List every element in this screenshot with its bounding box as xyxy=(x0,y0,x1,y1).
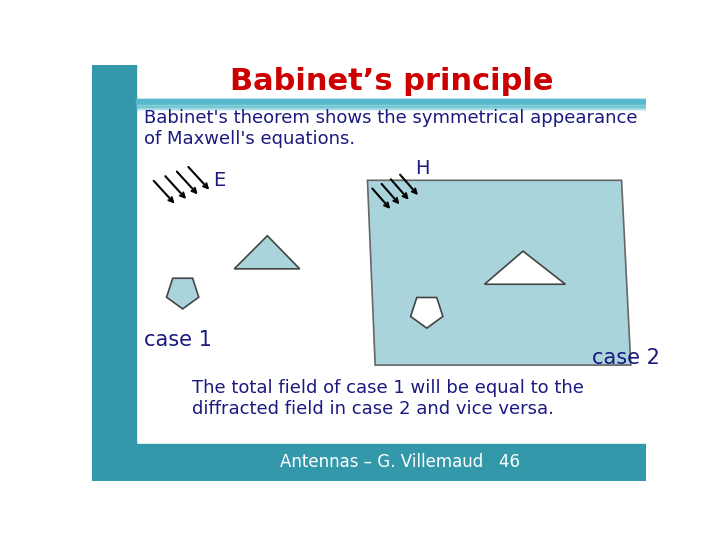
Text: Antennas – G. Villemaud   46: Antennas – G. Villemaud 46 xyxy=(280,453,520,471)
Bar xyxy=(137,102,647,103)
Bar xyxy=(137,103,647,104)
Polygon shape xyxy=(234,236,300,269)
Bar xyxy=(92,444,647,481)
Bar xyxy=(137,100,647,101)
Bar xyxy=(137,99,647,103)
Text: E: E xyxy=(212,171,225,190)
Bar xyxy=(137,108,647,109)
Text: Babinet’s principle: Babinet’s principle xyxy=(230,68,554,96)
Bar xyxy=(137,101,647,102)
Polygon shape xyxy=(367,180,631,365)
Text: case 2: case 2 xyxy=(593,348,660,368)
Text: The total field of case 1 will be equal to the
diffracted field in case 2 and vi: The total field of case 1 will be equal … xyxy=(192,379,584,418)
Bar xyxy=(137,99,647,100)
Bar xyxy=(137,109,647,110)
Bar xyxy=(92,65,137,481)
Text: H: H xyxy=(415,159,430,178)
Text: case 1: case 1 xyxy=(144,330,212,350)
Bar xyxy=(137,107,647,108)
Polygon shape xyxy=(410,298,443,328)
Bar xyxy=(137,106,647,107)
Bar xyxy=(137,104,647,106)
Polygon shape xyxy=(485,251,565,284)
Polygon shape xyxy=(166,278,199,309)
Text: Babinet's theorem shows the symmetrical appearance
of Maxwell's equations.: Babinet's theorem shows the symmetrical … xyxy=(144,110,638,148)
